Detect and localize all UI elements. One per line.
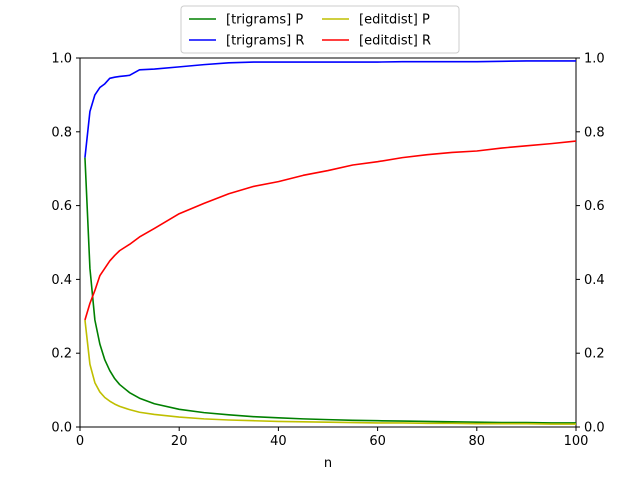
legend-label-editdist-p: [editdist] P bbox=[359, 13, 430, 28]
y-tick-label-right: 0.0 bbox=[584, 421, 605, 436]
x-tick-label: 80 bbox=[469, 434, 486, 449]
y-tick-label-right: 0.8 bbox=[584, 125, 605, 140]
plot-frame bbox=[79, 57, 577, 428]
series-line-editdist-r bbox=[84, 140, 577, 321]
series-layer bbox=[84, 60, 577, 425]
legend-box bbox=[180, 5, 460, 54]
legend-label-editdist-r: [editdist] R bbox=[359, 34, 431, 49]
x-axis: 0 20 40 60 80 100 bbox=[76, 427, 589, 449]
y-tick-label-left: 0.4 bbox=[51, 273, 72, 288]
legend: [trigrams] P [trigrams] R [editdist] P [edi… bbox=[180, 5, 460, 54]
series-line-editdist-p bbox=[84, 319, 576, 425]
y-tick-label-left: 0.6 bbox=[51, 199, 72, 214]
x-tick-label: 0 bbox=[76, 434, 84, 449]
plot-area bbox=[79, 57, 577, 428]
y-tick-label-left: 0.0 bbox=[51, 421, 72, 436]
x-tick-label: 100 bbox=[564, 434, 589, 449]
series-line-trigrams-p bbox=[84, 157, 576, 424]
x-tick-label: 60 bbox=[369, 434, 386, 449]
x-axis-label: n bbox=[324, 456, 332, 471]
y-tick-label-left: 0.2 bbox=[51, 347, 72, 362]
x-tick-label: 20 bbox=[171, 434, 188, 449]
y-tick-label-right: 0.6 bbox=[584, 199, 605, 214]
y-axis-left: 0.0 0.2 0.4 0.6 0.8 1.0 bbox=[51, 52, 80, 436]
y-tick-label-right: 0.4 bbox=[584, 273, 605, 288]
x-tick-label: 40 bbox=[270, 434, 287, 449]
y-tick-label-right: 1.0 bbox=[584, 52, 605, 67]
y-axis-right: 0.0 0.2 0.4 0.6 0.8 1.0 bbox=[576, 52, 605, 436]
legend-label-trigrams-r: [trigrams] R bbox=[226, 34, 304, 49]
series-line-trigrams-r bbox=[84, 60, 576, 158]
legend-label-trigrams-p: [trigrams] P bbox=[226, 13, 303, 28]
y-tick-label-left: 0.8 bbox=[51, 125, 72, 140]
y-tick-label-left: 1.0 bbox=[51, 52, 72, 67]
y-tick-label-right: 0.2 bbox=[584, 347, 605, 362]
